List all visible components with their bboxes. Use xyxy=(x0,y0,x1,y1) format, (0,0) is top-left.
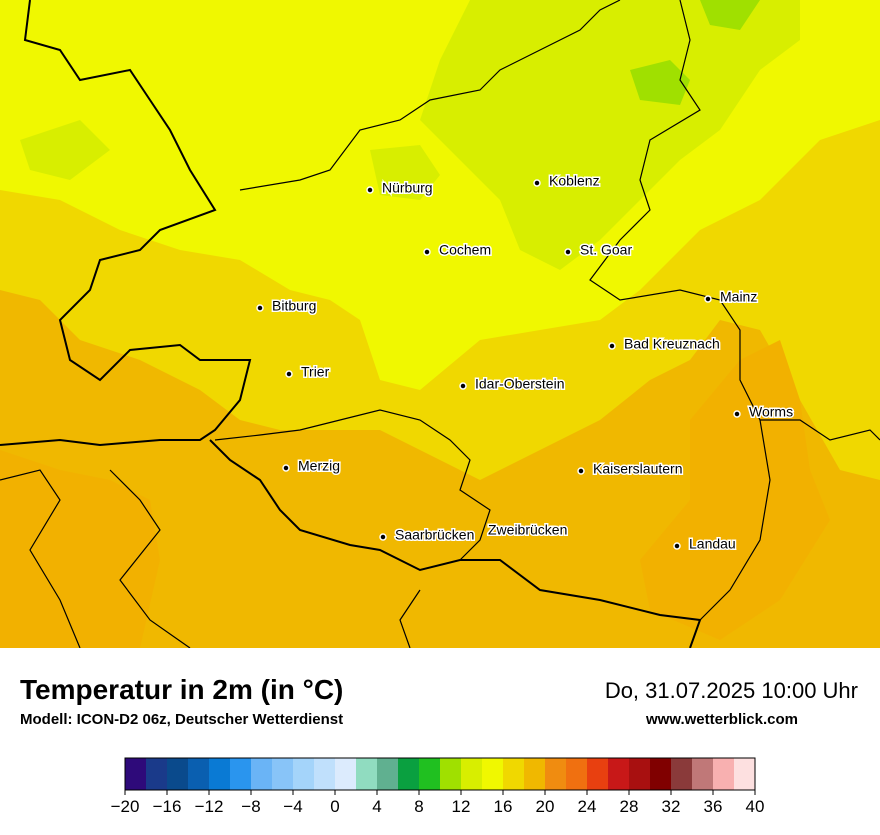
colorbar-tick-label: −12 xyxy=(195,797,224,816)
city-label: Mainz xyxy=(720,289,757,305)
colorbar-segment xyxy=(272,758,294,790)
colorbar-segment xyxy=(440,758,462,790)
city-dot xyxy=(673,542,681,550)
colorbar-segment xyxy=(587,758,609,790)
city-dot xyxy=(608,342,616,350)
colorbar-segment xyxy=(293,758,315,790)
temp-field xyxy=(20,120,440,200)
colorbar-segment xyxy=(209,758,231,790)
colorbar-segment xyxy=(230,758,252,790)
border xyxy=(0,0,252,447)
border xyxy=(589,0,880,441)
city-label: Koblenz xyxy=(549,173,600,189)
colorbar-segment xyxy=(692,758,714,790)
colorbar-segment xyxy=(650,758,672,790)
colorbar-segment xyxy=(524,758,546,790)
title: Temperatur in 2m (in °C) xyxy=(20,674,343,705)
city-label: Nürburg xyxy=(382,180,433,196)
colorbar-frame xyxy=(124,757,756,791)
colorbar-tick-label: −4 xyxy=(283,797,302,816)
colorbar-tick-label: 16 xyxy=(494,797,513,816)
colorbar-tick-label: 8 xyxy=(414,797,423,816)
colorbar-segment xyxy=(419,758,441,790)
colorbar-tick-label: −8 xyxy=(241,797,260,816)
colorbar-segment xyxy=(503,758,525,790)
colorbar-segment xyxy=(608,758,630,790)
colorbar-tick-label: 24 xyxy=(578,797,597,816)
colorbar-segment xyxy=(356,758,378,790)
city-dot xyxy=(256,304,264,312)
colorbar-tick-label: 20 xyxy=(536,797,555,816)
colorbar-segment xyxy=(188,758,210,790)
city-dot xyxy=(577,467,585,475)
city-dot xyxy=(459,382,467,390)
city-dot xyxy=(733,410,741,418)
colorbar-tick-label: 32 xyxy=(662,797,681,816)
colorbar-segment xyxy=(335,758,357,790)
city-dot xyxy=(366,186,374,194)
border xyxy=(214,409,771,621)
colorbar-segment xyxy=(461,758,483,790)
subtitle: Modell: ICON-D2 06z, Deutscher Wetterdie… xyxy=(20,711,343,728)
colorbar-tick-label: 36 xyxy=(704,797,723,816)
colorbar-segment xyxy=(125,758,147,790)
temp-field xyxy=(420,0,800,270)
city-label: Cochem xyxy=(439,242,491,258)
city-label: Trier xyxy=(301,364,330,380)
city-label: Zweibrücken xyxy=(488,522,567,538)
colorbar-segment xyxy=(314,758,336,790)
border xyxy=(239,0,621,191)
colorbar-segment xyxy=(734,758,756,790)
colorbar-tick-label: 28 xyxy=(620,797,639,816)
colorbar-segment xyxy=(398,758,420,790)
city-label: Worms xyxy=(749,404,793,420)
colorbar-tick-label: 4 xyxy=(372,797,381,816)
border xyxy=(0,469,421,649)
colorbar-tick-label: 40 xyxy=(746,797,765,816)
city-label: Saarbrücken xyxy=(395,527,474,543)
colorbar-segment xyxy=(251,758,273,790)
city-dot xyxy=(379,533,387,541)
city-label: Bitburg xyxy=(272,298,316,314)
map xyxy=(0,0,880,649)
city-layer: Nürburg Koblenz Cochem St. Goar Mainz Bitburg… xyxy=(256,171,795,553)
city-dot xyxy=(285,370,293,378)
city-label: Landau xyxy=(689,536,736,552)
city-label: St. Goar xyxy=(580,242,632,258)
city-label: Bad Kreuznach xyxy=(624,336,720,352)
temp-field xyxy=(630,0,760,105)
website: www.wetterblick.com xyxy=(645,711,798,728)
border xyxy=(209,439,702,649)
colorbar-tick-label: −16 xyxy=(153,797,182,816)
datetime: Do, 31.07.2025 10:00 Uhr xyxy=(605,678,858,703)
city-dot xyxy=(564,248,572,256)
city-label: Merzig xyxy=(298,458,340,474)
colorbar-segment xyxy=(146,758,168,790)
city-label: Kaiserslautern xyxy=(593,461,683,477)
colorbar-tick-label: −20 xyxy=(111,797,140,816)
city-dot xyxy=(282,464,290,472)
colorbar-segment xyxy=(167,758,189,790)
colorbar-segment xyxy=(545,758,567,790)
colorbar-segment xyxy=(629,758,651,790)
city-dot xyxy=(533,179,541,187)
colorbar-tick-label: 0 xyxy=(330,797,339,816)
city-dot xyxy=(423,248,431,256)
temp-field xyxy=(0,340,830,648)
city-label: Idar-Oberstein xyxy=(475,376,564,392)
colorbar-tick-label: 12 xyxy=(452,797,471,816)
colorbar-segment xyxy=(482,758,504,790)
colorbar-segment xyxy=(671,758,693,790)
colorbar: −20 −16 −12 −8 −4 0 4 8 12 16 20 24 28 32 36 40 xyxy=(111,757,765,816)
colorbar-segment xyxy=(566,758,588,790)
city-dot xyxy=(704,295,712,303)
footer xyxy=(0,648,880,830)
colorbar-segment xyxy=(713,758,735,790)
colorbar-segment xyxy=(377,758,399,790)
